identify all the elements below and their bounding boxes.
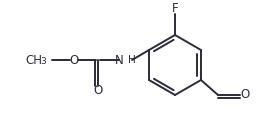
Text: H: H [128,55,136,65]
Text: O: O [93,84,103,97]
Text: N: N [115,53,124,67]
Text: 3: 3 [40,57,46,66]
Text: F: F [172,2,178,15]
Text: CH: CH [26,53,43,67]
Text: O: O [69,53,79,67]
Text: O: O [240,89,250,102]
